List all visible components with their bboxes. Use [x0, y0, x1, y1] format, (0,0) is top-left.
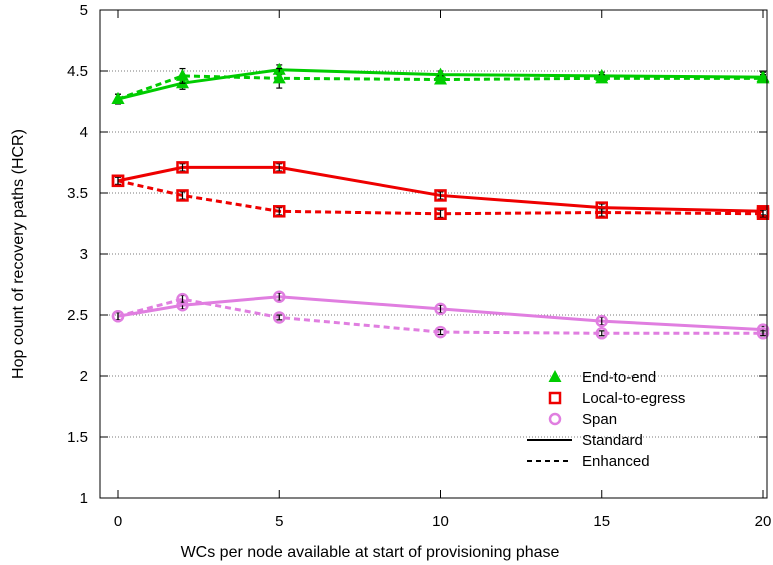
x-tick-label: 0 — [114, 513, 122, 530]
x-tick-label: 20 — [755, 513, 772, 530]
y-tick-label: 2.5 — [67, 307, 88, 324]
y-tick-label: 4 — [80, 124, 88, 141]
y-tick-label: 4.5 — [67, 63, 88, 80]
y-tick-label: 5 — [80, 2, 88, 19]
tick-labels: 1 1.5 2 2.5 3 3.5 4 4.5 5 0 5 10 15 20 — [67, 2, 771, 530]
legend-marker — [550, 414, 560, 424]
legend-label: Span — [582, 411, 617, 428]
legend-label: Enhanced — [582, 453, 650, 470]
legend-label: Local-to-egress — [582, 390, 685, 407]
legend-entry: End-to-end — [549, 369, 657, 386]
x-tick-label: 15 — [593, 513, 610, 530]
y-tick-label: 3.5 — [67, 185, 88, 202]
series-end-to-end-enhanced — [112, 69, 770, 105]
legend-entry: Enhanced — [527, 453, 650, 470]
legend-label: End-to-end — [582, 369, 656, 386]
legend-entry: Local-to-egress — [550, 390, 685, 407]
x-tick-label: 10 — [432, 513, 449, 530]
y-tick-label: 1.5 — [67, 429, 88, 446]
legend-label: Standard — [582, 432, 643, 449]
x-axis-label: WCs per node available at start of provi… — [181, 544, 560, 561]
legend-marker — [550, 393, 560, 403]
y-tick-label: 3 — [80, 246, 88, 263]
series-layer — [112, 63, 770, 339]
series-span-enhanced — [113, 294, 768, 338]
x-tick-label: 5 — [275, 513, 283, 530]
legend-entry: Span — [550, 411, 617, 428]
grid-lines — [100, 71, 767, 437]
y-tick-label: 1 — [80, 490, 88, 507]
legend: End-to-end Local-to-egress Span Standard Enh… — [527, 369, 685, 470]
legend-entry: Standard — [527, 432, 643, 449]
y-tick-label: 2 — [80, 368, 88, 385]
y-axis-label: Hop count of recovery paths (HCR) — [10, 129, 27, 379]
